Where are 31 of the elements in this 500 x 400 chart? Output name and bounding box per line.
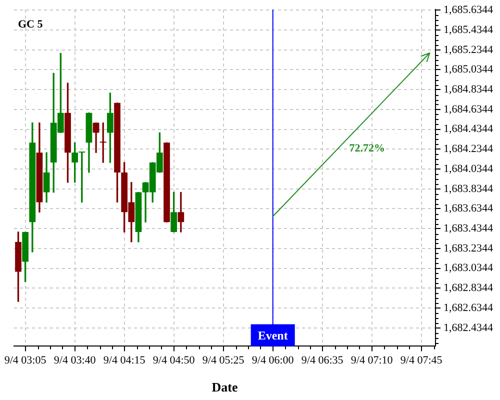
x-axis-title: Date bbox=[212, 380, 238, 395]
y-tick-label: 1,684.0344 bbox=[444, 162, 494, 175]
y-tick-label: 1,685.0344 bbox=[444, 64, 494, 76]
y-tick-label: 1,683.2344 bbox=[444, 242, 494, 254]
y-tick-label: 1,685.6344 bbox=[444, 4, 494, 16]
text: GC 5 bbox=[18, 18, 44, 31]
candlestick bbox=[78, 152, 86, 203]
annotation: 72.72% bbox=[349, 142, 386, 154]
y-tick-label: 1,684.4344 bbox=[444, 123, 494, 136]
y-tick-label: 1,685.2344 bbox=[444, 44, 494, 56]
y-tick-label: 1,683.0344 bbox=[444, 262, 494, 274]
ref-line-label: Event bbox=[258, 328, 288, 342]
x-tick-label: 9/4 03:05 bbox=[4, 354, 47, 367]
y-tick-label: 1,682.4344 bbox=[444, 322, 494, 334]
y-tick-label: 1,684.2344 bbox=[444, 143, 494, 156]
x-tick-label: 9/4 05:25 bbox=[202, 354, 245, 367]
y-tick-label: 1,683.6344 bbox=[444, 202, 494, 215]
x-tick-label: 9/4 07:10 bbox=[350, 354, 394, 367]
y-tick-label: 1,682.6344 bbox=[444, 302, 494, 314]
y-tick-label: 1,682.8344 bbox=[444, 282, 494, 294]
y-tick-label: 1,683.8344 bbox=[444, 182, 494, 195]
y-tick-label: 1,685.4344 bbox=[444, 24, 494, 36]
x-tick-label: 9/4 06:00 bbox=[252, 354, 294, 367]
y-tick-label: 1,684.6344 bbox=[444, 103, 494, 116]
y-tick-label: 1,684.8344 bbox=[444, 83, 494, 96]
x-tick-label: 9/4 04:15 bbox=[103, 354, 146, 367]
x-tick-label: 9/4 04:50 bbox=[152, 354, 196, 367]
x-tick-label: 9/4 06:35 bbox=[301, 354, 344, 367]
y-tick-label: 1,683.4344 bbox=[444, 222, 494, 234]
x-tick-label: 9/4 07:45 bbox=[400, 354, 443, 367]
x-tick-label: 9/4 03:40 bbox=[54, 354, 96, 367]
